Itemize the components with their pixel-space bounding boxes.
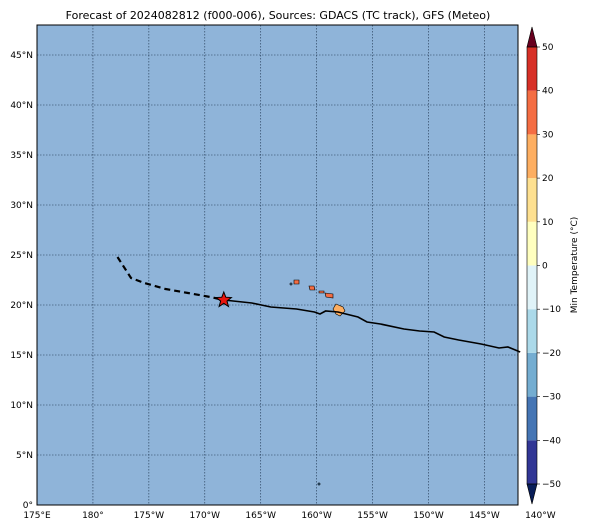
lon-tick-label: 175°W bbox=[134, 511, 165, 521]
colorbar-segment bbox=[527, 222, 537, 266]
lon-tick-label: 180° bbox=[82, 511, 104, 521]
colorbar-tick-label: 0 bbox=[542, 262, 548, 272]
colorbar-tick-label: 20 bbox=[542, 174, 554, 184]
lat-tick-label: 0° bbox=[23, 501, 33, 511]
island-kauai bbox=[294, 280, 299, 284]
island-johnston bbox=[318, 483, 320, 485]
lat-tick-label: 15°N bbox=[10, 351, 33, 361]
colorbar-segment bbox=[527, 134, 537, 178]
lon-tick-label: 160°W bbox=[301, 511, 332, 521]
colorbar-ticks: −50 −40 −30 −20 −10 0 10 20 30 40 50 bbox=[537, 43, 561, 490]
ocean-background bbox=[37, 25, 518, 505]
lon-tick-label: 170°W bbox=[190, 511, 221, 521]
colorbar-tick-label: −40 bbox=[542, 436, 561, 446]
island-niihau bbox=[290, 283, 292, 285]
island-maui bbox=[325, 293, 333, 298]
latitude-labels: 0° 5°N 10°N 15°N 20°N 25°N 30°N 35°N 40°N 45°N bbox=[10, 51, 33, 511]
lon-tick-label: 150°W bbox=[413, 511, 444, 521]
colorbar-tick-label: 40 bbox=[542, 87, 554, 97]
colorbar-extend-bottom bbox=[527, 484, 537, 504]
colorbar-tick-label: −50 bbox=[542, 480, 561, 490]
colorbar-segment bbox=[527, 440, 537, 484]
colorbar-segment bbox=[527, 397, 537, 441]
colorbar bbox=[527, 27, 537, 504]
colorbar-tick-label: −30 bbox=[542, 393, 561, 403]
colorbar-segment bbox=[527, 91, 537, 135]
colorbar-tick-label: 30 bbox=[542, 130, 554, 140]
lat-tick-label: 35°N bbox=[10, 151, 33, 161]
colorbar-segment bbox=[527, 178, 537, 222]
lat-tick-label: 30°N bbox=[10, 201, 33, 211]
lat-tick-label: 40°N bbox=[10, 101, 33, 111]
colorbar-label: Min Temperature (°C) bbox=[570, 217, 580, 314]
colorbar-segment bbox=[527, 47, 537, 91]
lon-tick-label: 140°W bbox=[525, 511, 556, 521]
lon-tick-label: 165°W bbox=[245, 511, 276, 521]
lat-tick-label: 45°N bbox=[10, 51, 33, 61]
colorbar-extend-top bbox=[527, 27, 537, 47]
colorbar-tick-label: 50 bbox=[542, 43, 554, 53]
island-oahu bbox=[309, 286, 315, 290]
colorbar-segment bbox=[527, 309, 537, 353]
lat-tick-label: 20°N bbox=[10, 301, 33, 311]
lon-tick-label: 155°W bbox=[357, 511, 388, 521]
lat-tick-label: 5°N bbox=[16, 451, 33, 461]
colorbar-segment bbox=[527, 353, 537, 397]
colorbar-tick-label: −10 bbox=[542, 305, 561, 315]
colorbar-tick-label: −20 bbox=[542, 349, 561, 359]
figure-title: Forecast of 2024082812 (f000-006), Sourc… bbox=[66, 9, 491, 22]
lat-tick-label: 25°N bbox=[10, 251, 33, 261]
lon-tick-label: 175°E bbox=[23, 511, 51, 521]
colorbar-tick-label: 10 bbox=[542, 218, 554, 228]
lat-tick-label: 10°N bbox=[10, 401, 33, 411]
colorbar-segment bbox=[527, 266, 537, 310]
island-molokai bbox=[319, 291, 324, 293]
longitude-labels: 175°E 180° 175°W 170°W 165°W 160°W 155°W 150°W 1… bbox=[23, 511, 555, 521]
lon-tick-label: 145°W bbox=[469, 511, 500, 521]
